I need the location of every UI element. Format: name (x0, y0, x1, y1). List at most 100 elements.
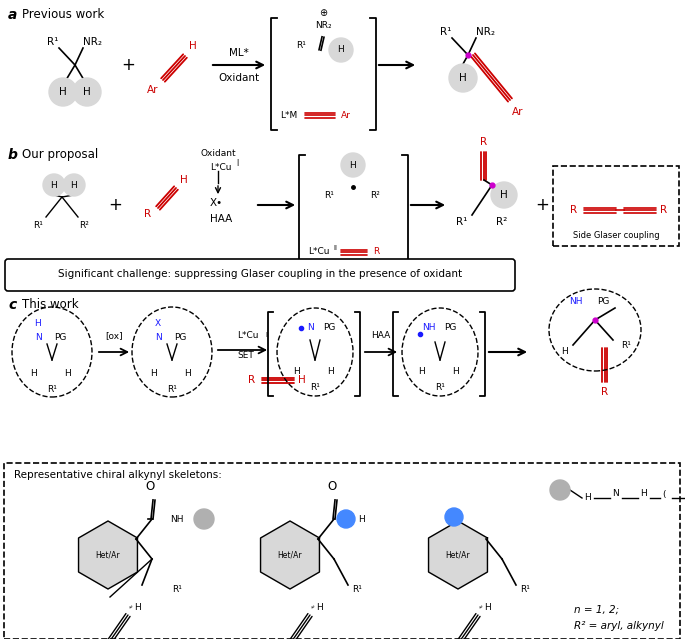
FancyBboxPatch shape (553, 166, 679, 246)
Text: Previous work: Previous work (22, 8, 104, 21)
Text: ,,: ,, (475, 600, 484, 610)
Text: HAA: HAA (210, 214, 232, 224)
Text: R¹: R¹ (47, 385, 57, 394)
Text: R¹: R¹ (435, 383, 445, 392)
Polygon shape (260, 521, 319, 589)
Text: Significant challenge: suppressing Glaser coupling in the presence of oxidant: Significant challenge: suppressing Glase… (58, 269, 462, 279)
Text: O: O (327, 480, 336, 493)
Text: R¹: R¹ (621, 341, 631, 350)
Text: N: N (155, 334, 162, 343)
Circle shape (550, 480, 570, 500)
Text: PG: PG (174, 334, 186, 343)
Text: L*Cu: L*Cu (210, 162, 232, 171)
Text: H: H (338, 45, 345, 54)
Text: R: R (570, 205, 577, 215)
Text: H: H (71, 180, 77, 190)
Text: ,,: ,, (308, 600, 316, 610)
Text: H: H (189, 41, 197, 51)
Circle shape (43, 174, 65, 196)
Circle shape (491, 182, 517, 208)
Text: R¹: R¹ (440, 27, 451, 37)
Text: R²: R² (497, 217, 508, 227)
Text: Ar: Ar (512, 107, 524, 117)
Text: R¹: R¹ (167, 385, 177, 394)
Text: Het/Ar: Het/Ar (277, 551, 302, 560)
Text: Our proposal: Our proposal (22, 148, 98, 161)
Text: PG: PG (444, 323, 456, 332)
Text: H: H (453, 367, 460, 376)
Circle shape (194, 509, 214, 529)
Circle shape (445, 508, 463, 526)
Text: L*Cu: L*Cu (237, 331, 258, 340)
Text: n = 1, 2;: n = 1, 2; (574, 605, 619, 615)
Circle shape (73, 78, 101, 106)
Text: H: H (349, 160, 356, 169)
Text: H: H (135, 603, 141, 612)
Text: [ox]: [ox] (105, 331, 123, 340)
Text: HAA: HAA (371, 331, 390, 340)
Text: NH: NH (569, 298, 583, 307)
Text: N: N (307, 323, 314, 332)
Text: R: R (373, 247, 379, 256)
Text: H: H (316, 603, 323, 612)
Text: NH: NH (170, 514, 184, 523)
Text: H: H (35, 320, 41, 328)
Text: R²: R² (79, 220, 89, 229)
Text: O: O (145, 480, 155, 493)
Polygon shape (79, 521, 138, 589)
Text: ,,: ,, (125, 600, 135, 610)
Text: c: c (8, 298, 16, 312)
Text: H: H (459, 73, 467, 83)
Text: SET: SET (237, 351, 253, 360)
Text: PG: PG (597, 298, 610, 307)
Text: H: H (294, 367, 301, 376)
Text: H: H (185, 369, 191, 378)
Text: H: H (327, 367, 334, 376)
Text: PG: PG (54, 334, 66, 343)
Polygon shape (429, 521, 488, 589)
Text: Side Glaser coupling: Side Glaser coupling (573, 231, 659, 240)
Text: H: H (151, 369, 158, 378)
Text: ML*: ML* (229, 48, 249, 58)
Text: +: + (535, 196, 549, 214)
Text: NH: NH (422, 323, 436, 332)
Text: X: X (155, 320, 161, 328)
Circle shape (449, 64, 477, 92)
Text: H: H (59, 87, 67, 97)
Text: Oxidant: Oxidant (219, 73, 260, 83)
Text: (: ( (662, 489, 666, 498)
Text: +: + (108, 196, 122, 214)
Text: H: H (584, 493, 590, 502)
Text: H: H (31, 369, 38, 378)
FancyBboxPatch shape (4, 463, 680, 639)
Text: H: H (83, 87, 91, 97)
Text: R¹: R¹ (310, 383, 320, 392)
Text: H: H (419, 367, 425, 376)
Text: N: N (612, 489, 619, 498)
Text: H: H (64, 369, 71, 378)
Text: X•: X• (210, 198, 223, 208)
Text: +: + (121, 56, 135, 74)
Text: R¹: R¹ (296, 40, 306, 49)
Text: Representative chiral alkynyl skeletons:: Representative chiral alkynyl skeletons: (14, 470, 222, 480)
Text: NR₂: NR₂ (314, 20, 332, 29)
Circle shape (63, 174, 85, 196)
Text: R²: R² (370, 190, 380, 199)
Text: R¹: R¹ (172, 585, 182, 594)
Text: L*Cu: L*Cu (308, 247, 329, 256)
Text: R: R (660, 205, 667, 215)
Text: ⊕: ⊕ (319, 8, 327, 18)
Text: b: b (8, 148, 18, 162)
Text: Het/Ar: Het/Ar (446, 551, 471, 560)
Text: This work: This work (22, 298, 79, 311)
Text: R: R (601, 387, 608, 397)
Text: Ar: Ar (147, 85, 159, 95)
Circle shape (49, 78, 77, 106)
Text: R¹: R¹ (456, 217, 468, 227)
Text: Oxidant: Oxidant (200, 148, 236, 157)
Text: PG: PG (323, 323, 336, 332)
Text: H: H (51, 180, 58, 190)
Text: R¹: R¹ (47, 37, 59, 47)
Text: NR₂: NR₂ (83, 37, 102, 47)
Text: Het/Ar: Het/Ar (96, 551, 121, 560)
